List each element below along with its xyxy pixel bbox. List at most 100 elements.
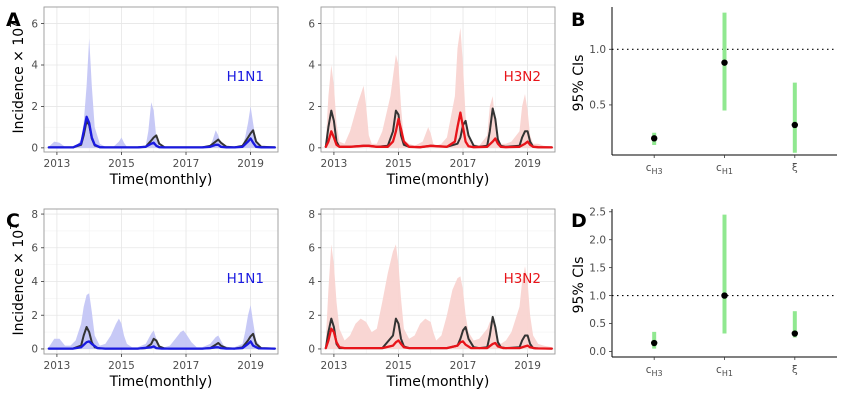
category-subscript: H1 — [722, 167, 733, 176]
subtype-tag: H3N2 — [504, 271, 541, 287]
point-estimate — [791, 330, 799, 337]
x-axis-label: Time(monthly) — [109, 374, 213, 390]
y-tick-label: 2.5 — [589, 206, 606, 218]
x-axis-label: Time(monthly) — [386, 172, 490, 188]
y-tick-label: 1.0 — [589, 290, 606, 302]
category-symbol: ξ — [792, 162, 798, 174]
y-tick-label: 2 — [31, 101, 38, 113]
x-tick-label: 2013 — [44, 158, 71, 170]
y-tick-label: 0 — [308, 344, 315, 356]
panel-a-h3n2: 2013 2015 2017 2019 0 2 4 6 Time(monthly) H3N2 — [308, 6, 556, 188]
category-subscript: H3 — [652, 369, 663, 378]
y-tick-label: 6 — [308, 18, 315, 30]
y-axis-label-text: Incidence × 10 — [11, 230, 27, 336]
y-axis-label: 95% CIs — [571, 55, 587, 112]
point-estimate — [650, 339, 658, 347]
panel-c-h3n2: 2013 2015 2017 2019 0 2 4 6 8 Time(monthly) H3N2 — [308, 208, 556, 390]
comparison-series-line — [47, 326, 276, 350]
plot-border — [320, 6, 556, 153]
category-subscript: H3 — [652, 167, 663, 176]
y-tick-label: 6 — [31, 18, 38, 30]
y-tick-label: 2 — [308, 101, 315, 113]
y-axis-label-text: Incidence × 10 — [11, 28, 27, 134]
category-symbol: c — [646, 364, 652, 376]
panel-a-h1n1: 2013 2015 2017 2019 0 2 4 6 Time(monthly) H1N1 Inc… — [6, 6, 279, 188]
x-tick-label: 2015 — [108, 360, 135, 372]
y-tick-label: 2 — [31, 310, 38, 322]
subtype-tag: H3N2 — [504, 69, 541, 85]
panel-label: B — [571, 9, 585, 31]
x-tick-label: 2019 — [237, 158, 264, 170]
y-tick-label: 8 — [308, 209, 315, 221]
x-tick-label: 2019 — [514, 158, 541, 170]
x-tick-label: ξ — [792, 162, 798, 174]
y-tick-label: 4 — [308, 60, 315, 72]
x-tick-label: cH3 — [646, 364, 663, 378]
subtype-tag: H1N1 — [227, 69, 264, 85]
point-estimate — [721, 59, 728, 66]
x-tick-label: 2015 — [108, 158, 135, 170]
y-axis-label: 95% CIs — [571, 257, 587, 314]
panel-label: A — [6, 9, 21, 31]
x-tick-label: 2015 — [385, 360, 412, 372]
x-tick-label: 2019 — [237, 360, 264, 372]
y-tick-label: 6 — [31, 242, 38, 254]
y-tick-label: 0.0 — [589, 346, 606, 358]
category-symbol: c — [646, 162, 652, 174]
panel-label: C — [6, 210, 20, 232]
category-symbol: ξ — [792, 364, 798, 376]
observed-incidence-area — [325, 244, 552, 349]
x-tick-label: cH3 — [646, 162, 663, 176]
y-tick-label: 1.0 — [589, 44, 606, 56]
x-tick-label: 2017 — [450, 360, 477, 372]
subtype-tag: H1N1 — [227, 271, 264, 287]
x-tick-label: 2013 — [44, 360, 71, 372]
x-tick-label: ξ — [792, 364, 798, 376]
y-tick-label: 4 — [31, 276, 38, 288]
x-tick-label: 2017 — [173, 158, 200, 170]
y-axis-label-exponent: 7 — [9, 223, 20, 229]
y-tick-label: 0 — [308, 143, 315, 155]
point-estimate — [791, 121, 799, 129]
y-tick-label: 6 — [308, 242, 315, 254]
y-tick-label: 0 — [31, 143, 38, 155]
x-tick-label: 2013 — [321, 158, 348, 170]
model-series-line — [47, 115, 276, 149]
y-tick-label: 1.5 — [589, 262, 606, 274]
x-axis-label: Time(monthly) — [109, 172, 213, 188]
x-tick-label: 2019 — [514, 360, 541, 372]
category-symbol: c — [716, 162, 722, 174]
panel-c-h1n1: 2013 2015 2017 2019 0 2 4 6 8 Time(monthly) H1N1 In… — [6, 208, 279, 390]
x-tick-label: 2013 — [321, 360, 348, 372]
y-tick-label: 2.0 — [589, 234, 606, 246]
plot-border — [43, 6, 279, 153]
x-tick-label: 2017 — [173, 360, 200, 372]
point-estimate — [650, 135, 658, 142]
y-tick-label: 4 — [308, 276, 315, 288]
y-tick-label: 8 — [31, 209, 38, 221]
category-subscript: H1 — [722, 369, 733, 378]
observed-incidence-area — [48, 38, 275, 148]
x-tick-label: cH1 — [716, 162, 733, 176]
y-axis-label: Incidence × 107 — [9, 223, 27, 335]
y-tick-label: 0.5 — [589, 100, 606, 112]
y-tick-label: 2 — [308, 310, 315, 322]
panel-label: D — [571, 210, 587, 232]
category-symbol: c — [716, 364, 722, 376]
y-tick-label: 0 — [31, 344, 38, 356]
point-estimate — [721, 292, 728, 299]
y-axis-label-exponent: 7 — [9, 21, 20, 27]
x-tick-label: cH1 — [716, 364, 733, 378]
x-axis-label: Time(monthly) — [386, 374, 490, 390]
x-tick-label: 2017 — [450, 158, 477, 170]
model-series-line — [324, 327, 553, 350]
model-series-line — [324, 111, 553, 149]
y-tick-label: 0.5 — [589, 318, 606, 330]
y-tick-label: 4 — [31, 60, 38, 72]
model-series-line — [47, 340, 276, 350]
x-tick-label: 2015 — [385, 158, 412, 170]
y-axis-label: Incidence × 107 — [9, 21, 27, 133]
